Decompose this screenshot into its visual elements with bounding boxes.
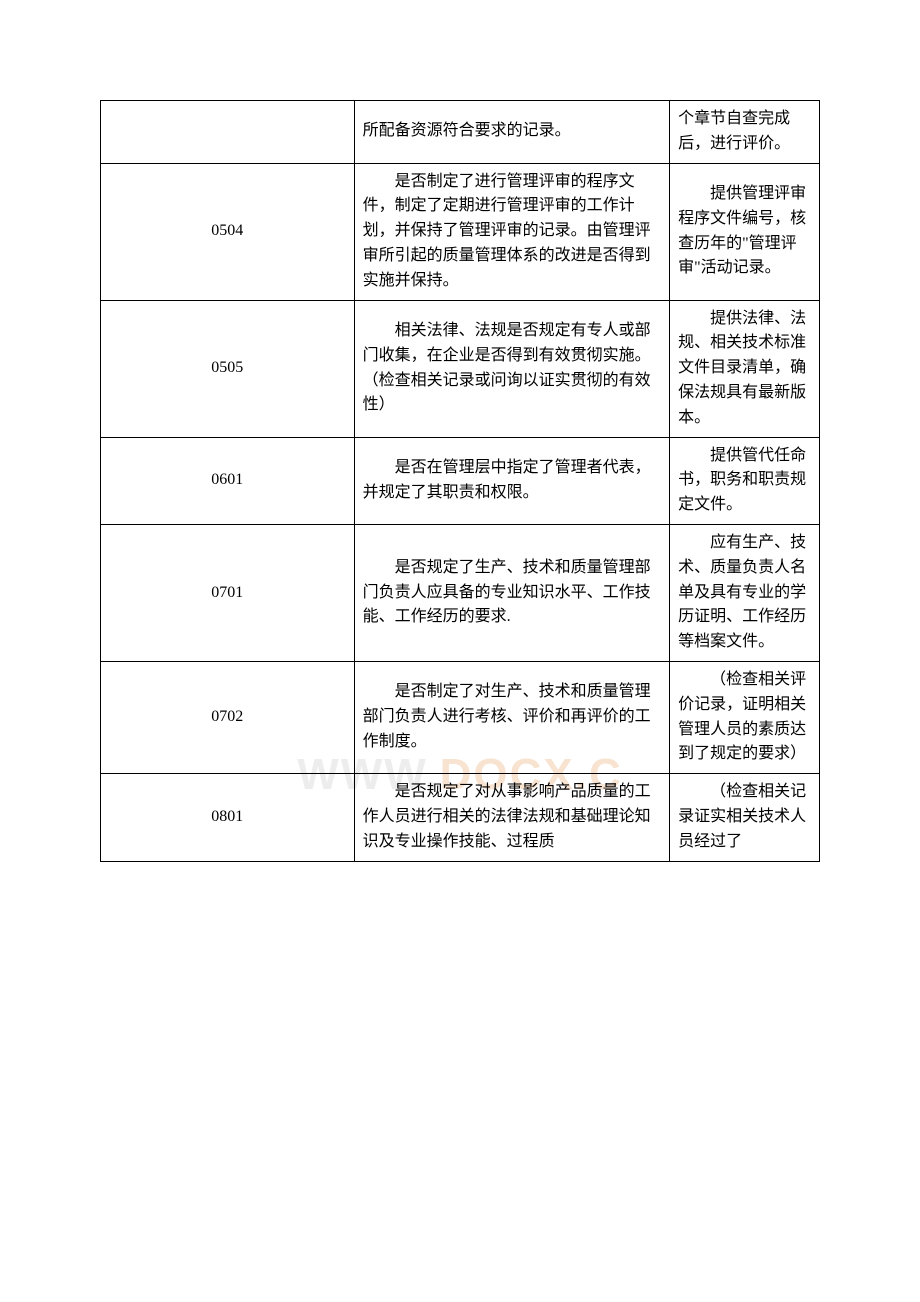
- row-note: 提供法律、法规、相关技术标准文件目录清单，确保法规具有最新版本。: [670, 300, 820, 437]
- row-desc: 是否规定了对从事影响产品质量的工作人员进行相关的法律法规和基础理论知识及专业操作…: [354, 774, 670, 861]
- row-note: 应有生产、技术、质量负责人名单及具有专业的学历证明、工作经历等档案文件。: [670, 524, 820, 661]
- audit-table: 所配备资源符合要求的记录。 个章节自查完成后，进行评价。 0504 是否制定了进…: [100, 100, 820, 862]
- row-note: 提供管代任命书，职务和职责规定文件。: [670, 437, 820, 524]
- row-id: [101, 101, 355, 164]
- row-note: 提供管理评审程序文件编号，核查历年的"管理评审"活动记录。: [670, 163, 820, 300]
- table-row: 0601 是否在管理层中指定了管理者代表，并规定了其职责和权限。 提供管代任命书…: [101, 437, 820, 524]
- table-row: 所配备资源符合要求的记录。 个章节自查完成后，进行评价。: [101, 101, 820, 164]
- row-id: 0702: [101, 661, 355, 773]
- row-desc: 是否在管理层中指定了管理者代表，并规定了其职责和权限。: [354, 437, 670, 524]
- row-id: 0701: [101, 524, 355, 661]
- table-row: 0701 是否规定了生产、技术和质量管理部门负责人应具备的专业知识水平、工作技能…: [101, 524, 820, 661]
- row-note: （检查相关评价记录，证明相关管理人员的素质达到了规定的要求）: [670, 661, 820, 773]
- row-id: 0505: [101, 300, 355, 437]
- row-id: 0504: [101, 163, 355, 300]
- document-page: 所配备资源符合要求的记录。 个章节自查完成后，进行评价。 0504 是否制定了进…: [100, 100, 820, 862]
- row-desc: 相关法律、法规是否规定有专人或部门收集，在企业是否得到有效贯彻实施。（检查相关记…: [354, 300, 670, 437]
- table-row: 0505 相关法律、法规是否规定有专人或部门收集，在企业是否得到有效贯彻实施。（…: [101, 300, 820, 437]
- row-note: 个章节自查完成后，进行评价。: [670, 101, 820, 164]
- row-desc: 所配备资源符合要求的记录。: [354, 101, 670, 164]
- row-id: 0601: [101, 437, 355, 524]
- row-id: 0801: [101, 774, 355, 861]
- table-row: 0702 是否制定了对生产、技术和质量管理部门负责人进行考核、评价和再评价的工作…: [101, 661, 820, 773]
- row-desc: 是否制定了对生产、技术和质量管理部门负责人进行考核、评价和再评价的工作制度。: [354, 661, 670, 773]
- row-desc: 是否制定了进行管理评审的程序文件，制定了定期进行管理评审的工作计划，并保持了管理…: [354, 163, 670, 300]
- table-row: 0801 是否规定了对从事影响产品质量的工作人员进行相关的法律法规和基础理论知识…: [101, 774, 820, 861]
- row-desc: 是否规定了生产、技术和质量管理部门负责人应具备的专业知识水平、工作技能、工作经历…: [354, 524, 670, 661]
- row-note: （检查相关记录证实相关技术人员经过了: [670, 774, 820, 861]
- table-row: 0504 是否制定了进行管理评审的程序文件，制定了定期进行管理评审的工作计划，并…: [101, 163, 820, 300]
